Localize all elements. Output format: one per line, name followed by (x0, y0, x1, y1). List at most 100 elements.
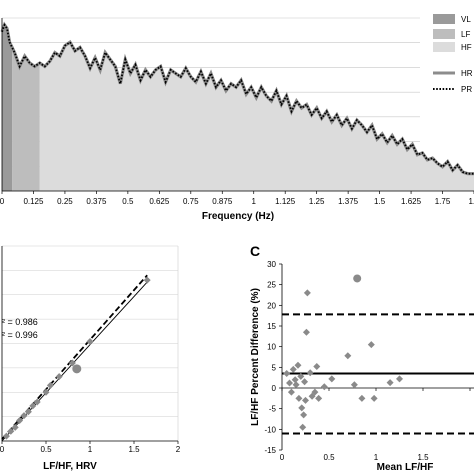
legend-swatch-vl (433, 14, 455, 24)
data-point (46, 381, 54, 389)
data-point (328, 375, 336, 383)
y-axis-title: LF/HF Percent Difference (%) (250, 288, 261, 426)
data-point (367, 341, 375, 349)
y-tick-label: 15 (267, 322, 276, 331)
data-point (7, 427, 15, 435)
data-point (303, 289, 311, 297)
legend-label-hr: HR (461, 69, 473, 78)
legend: VL LF HF HR PR (433, 14, 473, 94)
data-point (302, 328, 310, 336)
legend-label-lf: LF (461, 30, 470, 39)
x-tick-label: 0.375 (86, 197, 107, 206)
x-tick-label: 0.625 (149, 197, 170, 206)
y-tick-label: 25 (267, 281, 276, 290)
y-tick-label: -10 (264, 425, 276, 434)
legend-label-pr: PR (461, 85, 472, 94)
y-tick-label: 30 (267, 260, 276, 269)
x-tick-label: 1 (88, 445, 93, 454)
data-point (143, 276, 151, 284)
series-pr-line (1, 22, 474, 175)
x-tick-label: 0.5 (323, 453, 335, 462)
data-point (42, 388, 50, 396)
x-tick-label: 0.875 (212, 197, 233, 206)
y-tick-label: -15 (264, 446, 276, 455)
data-point (24, 408, 32, 416)
x-tick-label: 1.5 (128, 445, 140, 454)
x-tick-label: 2 (176, 445, 181, 454)
panel-c-bland-altman: C -15 -10 -5 0 5 10 15 20 25 30 0 0.5 1 1.5 LF/HF Perce… (250, 243, 474, 473)
x-tick-label: 0 (0, 197, 5, 206)
data-point (289, 365, 297, 373)
data-point (292, 381, 300, 389)
data-point (291, 376, 299, 384)
x-axis-title: LF/HF, HRV (43, 461, 97, 472)
r2-annotation-2: ² = 0.996 (2, 330, 38, 340)
data-point (302, 396, 309, 404)
data-point (298, 404, 306, 412)
data-point (2, 432, 10, 440)
band-hf (39, 42, 474, 191)
x-tick-label: 0 (0, 445, 5, 454)
data-point (320, 383, 328, 391)
data-point (370, 394, 378, 402)
x-tick-label: 0.75 (183, 197, 199, 206)
data-point (86, 338, 94, 346)
y-tick-label: -5 (269, 405, 277, 414)
data-point (396, 375, 403, 383)
data-point (55, 373, 63, 381)
data-point (295, 394, 303, 402)
x-tick-label: 1.375 (338, 197, 359, 206)
data-point (297, 372, 305, 380)
data-point-circle (353, 274, 362, 283)
band-lf (12, 47, 40, 191)
panel-label-c: C (250, 243, 260, 259)
x-axis-title: Frequency (Hz) (202, 211, 274, 222)
x-tick-label: 1.8 (468, 197, 474, 206)
x-tick-label: 1.625 (401, 197, 422, 206)
r2-annotation-1: ² = 0.986 (2, 317, 38, 327)
x-tick-label: 0.25 (57, 197, 73, 206)
x-tick-label: 1 (252, 197, 257, 206)
legend-label-vl: VL (461, 15, 471, 24)
panel-b-correlation: ² = 0.986 ² = 0.996 0 0.5 1 1.5 2 LF/HF, HRV (0, 245, 181, 472)
x-tick-label: 1.5 (374, 197, 386, 206)
x-tick-label: 1 (374, 453, 379, 462)
data-point (294, 361, 302, 369)
data-point (313, 363, 321, 371)
data-point (16, 417, 24, 425)
x-axis-title: Mean LF/HF (377, 462, 434, 473)
data-point (301, 378, 309, 386)
data-point (306, 369, 314, 377)
data-point (315, 394, 323, 402)
x-tick-label: 1.5 (417, 453, 429, 462)
data-point (20, 412, 28, 420)
x-tick-label: 1.75 (435, 197, 451, 206)
x-tick-label: 1.125 (275, 197, 296, 206)
data-point-circle (72, 364, 82, 374)
data-point (11, 423, 19, 431)
y-tick-label: 20 (267, 301, 276, 310)
legend-swatch-lf (433, 29, 455, 39)
legend-label-hf: HF (461, 43, 472, 52)
data-point (33, 398, 41, 406)
data-point (299, 423, 307, 431)
data-point (283, 370, 291, 378)
y-tick-label: 0 (272, 384, 277, 393)
x-tick-label: 0.5 (40, 445, 52, 454)
data-point (68, 359, 76, 367)
data-point (300, 411, 308, 419)
legend-swatch-hf (433, 42, 455, 52)
x-tick-label: 0.125 (23, 197, 44, 206)
data-point (311, 388, 319, 396)
data-point (287, 388, 295, 396)
data-point (350, 381, 358, 389)
band-vl (2, 24, 13, 192)
x-tick-label: 0.5 (122, 197, 134, 206)
x-tick-label: 1.25 (309, 197, 325, 206)
data-point (358, 394, 366, 402)
data-point (29, 402, 37, 410)
panel-a-spectrum: 0 0.125 0.25 0.375 0.5 0.625 0.75 0.875 1 1.125 1.… (0, 14, 474, 222)
data-point (344, 352, 352, 360)
data-point (286, 379, 294, 387)
